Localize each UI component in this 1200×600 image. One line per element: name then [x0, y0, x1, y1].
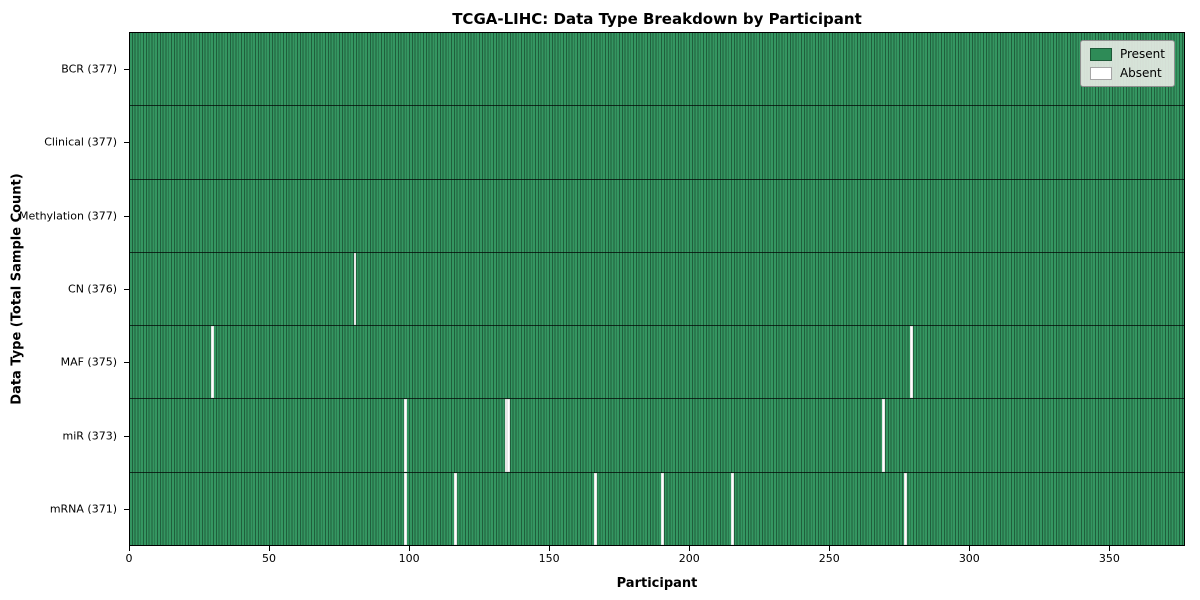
x-tick-label: 250	[818, 552, 840, 565]
absent-gap	[882, 399, 885, 472]
absent-gap	[454, 472, 458, 545]
y-tick-label: MAF (375)	[60, 355, 117, 369]
present-swatch-icon	[1089, 47, 1112, 61]
legend-label-present: Present	[1119, 47, 1165, 61]
legend-item-present: Present	[1089, 47, 1165, 61]
legend: Present Absent	[1079, 40, 1175, 87]
x-tick-mark	[549, 546, 551, 551]
absent-gap	[507, 399, 511, 472]
x-tick-mark	[269, 546, 271, 551]
heatmap-row-MAF	[130, 326, 1184, 400]
x-tick-label: 300	[958, 552, 980, 565]
y-tick-mark	[124, 509, 129, 511]
heatmap-row-Clinical	[130, 106, 1184, 180]
absent-swatch-icon	[1089, 66, 1112, 80]
x-tick-mark	[1109, 546, 1111, 551]
absent-gap	[910, 326, 913, 399]
absent-gap	[353, 252, 357, 326]
heatmap-row-Methylation	[130, 179, 1184, 253]
absent-gap	[594, 472, 597, 545]
x-tick-label: 200	[678, 552, 700, 565]
absent-gap	[504, 399, 508, 472]
heatmap-row-BCR	[130, 33, 1184, 107]
y-tick-label: mRNA (371)	[49, 502, 117, 516]
plot-area: Present Absent	[129, 32, 1185, 546]
legend-label-absent: Absent	[1119, 66, 1162, 80]
heatmap-row-mRNA	[130, 472, 1184, 545]
y-tick-mark	[124, 435, 129, 437]
x-axis-label: Participant	[616, 576, 698, 591]
y-tick-mark	[124, 68, 129, 70]
absent-gap	[731, 472, 734, 545]
y-tick-label: miR (373)	[62, 429, 118, 443]
x-tick-label: 0	[125, 552, 133, 565]
x-tick-label: 50	[262, 552, 277, 565]
legend-item-absent: Absent	[1089, 66, 1165, 80]
x-tick-mark	[829, 546, 831, 551]
absent-gap	[403, 399, 407, 472]
y-tick-mark	[124, 362, 129, 364]
y-tick-mark	[124, 142, 129, 144]
heatmap-row-CN	[130, 252, 1184, 327]
x-tick-mark	[129, 546, 130, 551]
absent-gap	[211, 326, 214, 399]
x-tick-mark	[409, 546, 411, 551]
x-tick-label: 100	[398, 552, 420, 565]
x-tick-label: 150	[538, 552, 560, 565]
x-tick-label: 350	[1098, 552, 1120, 565]
y-tick-label: CN (376)	[68, 282, 117, 296]
y-tick-label: Clinical (377)	[44, 135, 117, 149]
y-tick-mark	[124, 289, 129, 290]
y-tick-label: Methylation (377)	[19, 209, 117, 223]
x-tick-mark	[689, 546, 691, 551]
chart-title: TCGA-LIHC: Data Type Breakdown by Partic…	[452, 10, 862, 28]
x-tick-mark	[969, 546, 971, 551]
absent-gap	[403, 472, 407, 545]
y-tick-label: BCR (377)	[61, 62, 117, 76]
absent-gap	[904, 472, 908, 545]
heatmap-row-miR	[130, 399, 1184, 473]
absent-gap	[661, 472, 664, 545]
y-tick-mark	[124, 215, 129, 217]
